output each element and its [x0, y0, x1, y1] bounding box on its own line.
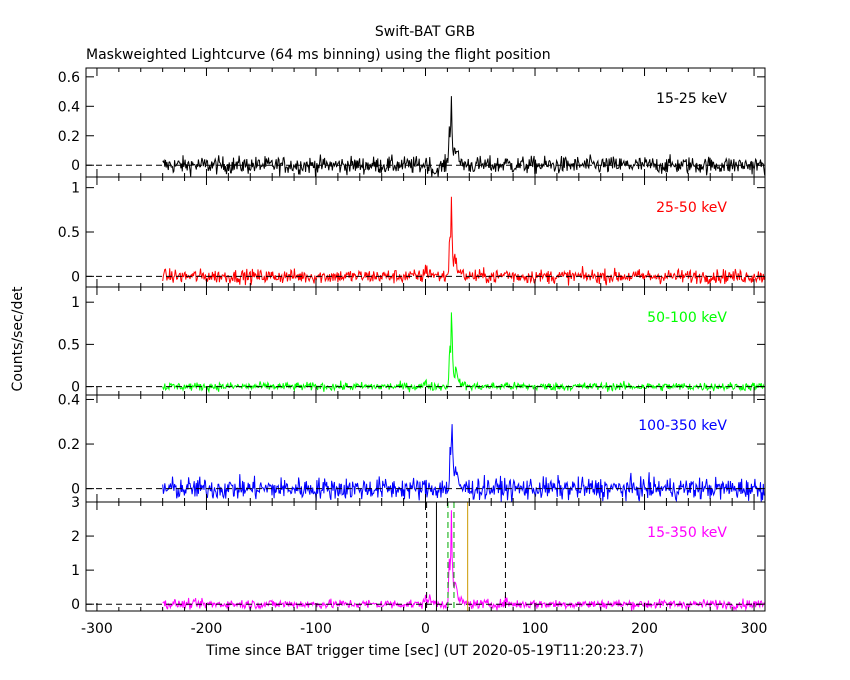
- x-tick-label-group: -300 -200 -100 0 100 200 300: [81, 621, 767, 637]
- panel-frame-5: [85, 501, 766, 612]
- band-label-5: 15-350 keV: [647, 525, 727, 541]
- y-tick-label: 0: [71, 380, 80, 396]
- x-tick-label: 100: [522, 621, 549, 637]
- y-tick-label: 1: [71, 181, 80, 197]
- x-tick-label: -200: [191, 621, 223, 637]
- x-axis-label: Time since BAT trigger time [sec] (UT 20…: [205, 643, 644, 659]
- panel-4: 0 0.2 0.4 100-350 keV: [58, 392, 766, 503]
- y-tick-label: 1: [71, 295, 80, 311]
- panel-group: 0 0.2 0.4 0.6 15-25 keV 0 0.5 1 25-50 keV 0 0.5 1 50…: [58, 67, 766, 613]
- panel-frame-3: [85, 286, 766, 396]
- series-line-1: [162, 96, 766, 178]
- y-tick-label: 0.5: [58, 337, 80, 353]
- y-tick-label: 0: [71, 158, 80, 174]
- y-axis-label: Counts/sec/det: [10, 286, 26, 391]
- panel-5: 0 1 2 3 15-350 keV: [71, 495, 766, 613]
- series-line-3: [162, 312, 766, 394]
- y-tick-label: 0.2: [58, 129, 80, 145]
- y-tick-label: 0: [71, 269, 80, 285]
- x-tick-label: 0: [421, 621, 430, 637]
- x-tick-label: -100: [300, 621, 332, 637]
- band-label-3: 50-100 keV: [647, 310, 727, 326]
- panel-2: 0 0.5 1 25-50 keV: [58, 176, 766, 288]
- y-tick-label: 0.6: [58, 70, 80, 86]
- x-tick-label: 200: [631, 621, 658, 637]
- y-tick-label: 0.5: [58, 225, 80, 241]
- x-tick-label: -300: [81, 621, 113, 637]
- y-tick-label: 2: [71, 529, 80, 545]
- band-label-4: 100-350 keV: [638, 418, 727, 434]
- y-tick-label: 0.4: [58, 392, 80, 408]
- y-tick-label: 0.4: [58, 99, 80, 115]
- y-tick-label: 0: [71, 482, 80, 498]
- band-label-1: 15-25 keV: [656, 91, 727, 107]
- panel-1: 0 0.2 0.4 0.6 15-25 keV: [58, 67, 766, 178]
- series-line-4: [162, 424, 765, 503]
- x-tick-label: 300: [741, 621, 768, 637]
- chart-title: Swift-BAT GRB: [375, 24, 475, 40]
- y-tick-label: 0: [71, 597, 80, 613]
- chart-subtitle: Maskweighted Lightcurve (64 ms binning) …: [86, 47, 551, 63]
- band-label-2: 25-50 keV: [656, 200, 727, 216]
- panel-3: 0 0.5 1 50-100 keV: [58, 286, 766, 396]
- y-tick-label: 0.2: [58, 437, 80, 453]
- series-line-5: [162, 510, 766, 612]
- series-line-2: [162, 196, 766, 286]
- y-tick-label: 3: [71, 495, 80, 511]
- y-tick-label: 1: [71, 563, 80, 579]
